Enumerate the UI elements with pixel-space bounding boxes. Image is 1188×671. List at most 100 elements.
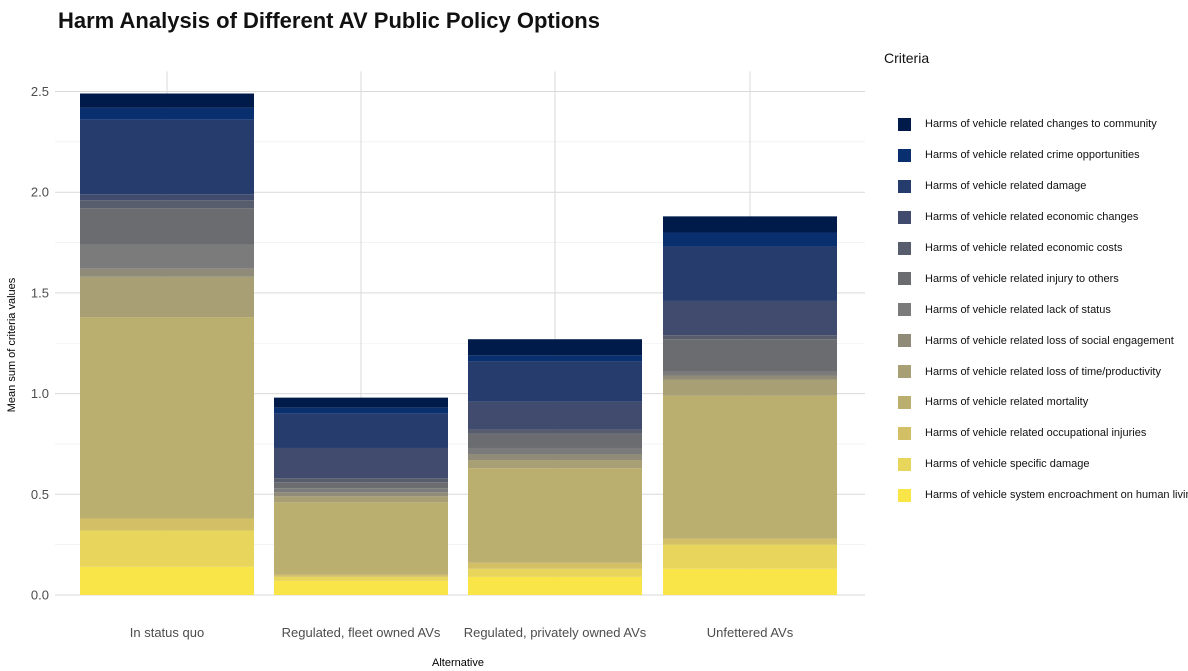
bar-segment-1-8	[274, 478, 448, 483]
legend-label: Harms of vehicle related economic costs	[925, 242, 1123, 254]
legend-item: Harms of vehicle related loss of social …	[884, 325, 1184, 356]
y-tick-label: 2.5	[31, 84, 49, 99]
bar-segment-0-4	[80, 276, 254, 318]
legend-label: Harms of vehicle related crime opportuni…	[925, 149, 1140, 162]
bar-segment-0-11	[80, 107, 254, 120]
legend-label: Harms of vehicle system encroachment on …	[925, 489, 1188, 502]
legend-swatch	[898, 365, 911, 379]
bar-segment-0-2	[80, 518, 254, 531]
bar-segment-0-3	[80, 317, 254, 519]
bar-segment-0-12	[80, 93, 254, 108]
y-tick-label: 1.0	[31, 386, 49, 401]
legend-label: Harms of vehicle related occupational in…	[925, 427, 1147, 440]
bar-segment-2-7	[468, 433, 642, 448]
bar-segment-2-10	[468, 361, 642, 402]
bar-segment-2-1	[468, 568, 642, 577]
bar-segment-1-10	[274, 413, 448, 448]
legend-swatch	[898, 117, 911, 131]
bar-segment-3-10	[663, 246, 837, 301]
legend-swatch	[898, 179, 911, 193]
y-axis-title: Mean sum of criteria values	[6, 277, 18, 412]
bar-segment-2-4	[468, 460, 642, 469]
legend-swatch	[898, 488, 911, 502]
bar-segment-2-8	[468, 429, 642, 434]
bar-segment-3-6	[663, 371, 837, 376]
legend-swatch	[898, 241, 911, 255]
bar-segment-1-2	[274, 574, 448, 577]
legend-item: Harms of vehicle related changes to comm…	[884, 109, 1184, 140]
y-tick-label: 1.5	[31, 285, 49, 300]
bar-segment-1-9	[274, 447, 448, 479]
legend-item: Harms of vehicle related mortality	[884, 387, 1184, 418]
legend-label: Harms of vehicle related economic change…	[925, 211, 1139, 224]
bar-segment-1-1	[274, 576, 448, 581]
y-tick-label: 2.0	[31, 185, 49, 200]
y-tick-label: 0.5	[31, 487, 49, 502]
stacked-bar-chart: 0.0 0.5 1.0 1.5 2.0 2.5 In status quo Regulate…	[6, 71, 865, 669]
legend-item: Harms of vehicle related damage	[884, 171, 1184, 202]
bar-segment-1-3	[274, 502, 448, 575]
legend-item: Harms of vehicle specific damage	[884, 449, 1184, 480]
legend-item: Harms of vehicle related injury to other…	[884, 263, 1184, 294]
x-axis-title: Alternative	[432, 657, 484, 669]
bar-segment-0-1	[80, 530, 254, 567]
legend-swatch	[898, 334, 911, 348]
bar-segment-2-3	[468, 468, 642, 563]
bar-segment-2-5	[468, 454, 642, 461]
legend-title: Criteria	[884, 50, 930, 66]
bar-segment-3-4	[663, 379, 837, 396]
legend-items: Harms of vehicle related changes to comm…	[884, 109, 1188, 511]
legend-swatch	[898, 426, 911, 440]
bar-segment-3-7	[663, 339, 837, 372]
legend-item: Harms of vehicle related economic change…	[884, 202, 1184, 233]
legend-swatch	[898, 457, 911, 471]
bar-segment-2-2	[468, 562, 642, 569]
legend-label: Harms of vehicle related loss of social …	[925, 334, 1174, 347]
legend-label: Harms of vehicle related loss of time/pr…	[925, 365, 1161, 378]
bar-segment-1-4	[274, 496, 448, 503]
legend-item: Harms of vehicle related loss of time/pr…	[884, 356, 1184, 387]
bar-segment-3-3	[663, 395, 837, 539]
legend-label: Harms of vehicle related lack of status	[925, 303, 1111, 316]
bar-segment-3-9	[663, 300, 837, 336]
bar-segment-0-5	[80, 268, 254, 277]
legend: Criteria Harms of vehicle related change…	[884, 50, 1188, 511]
bar-segment-0-7	[80, 208, 254, 245]
x-axis-ticks: In status quo Regulated, fleet owned AVs R…	[130, 625, 794, 640]
bars	[80, 93, 837, 595]
bar-segment-1-11	[274, 407, 448, 414]
legend-item: Harms of vehicle related crime opportuni…	[884, 140, 1184, 171]
chart-title: Harm Analysis of Different AV Public Pol…	[58, 8, 600, 33]
bar-segment-0-10	[80, 119, 254, 195]
bar-segment-2-9	[468, 401, 642, 430]
bar-segment-1-6	[274, 488, 448, 493]
legend-label: Harms of vehicle related mortality	[925, 396, 1089, 409]
bar-segment-2-12	[468, 339, 642, 356]
bar-segment-0-6	[80, 244, 254, 269]
legend-item: Harms of vehicle related economic costs	[884, 233, 1184, 264]
bar-segment-2-11	[468, 355, 642, 362]
legend-swatch	[898, 303, 911, 317]
bar-segment-3-0	[663, 568, 837, 595]
legend-label: Harms of vehicle related damage	[925, 180, 1087, 193]
legend-label: Harms of vehicle specific damage	[925, 458, 1090, 471]
bar-segment-1-0	[274, 580, 448, 595]
legend-swatch	[898, 210, 911, 224]
bar-segment-3-11	[663, 232, 837, 247]
bar-segment-1-7	[274, 482, 448, 489]
x-tick-label: Regulated, privately owned AVs	[464, 625, 647, 640]
bar-segment-2-6	[468, 447, 642, 455]
bar-segment-1-5	[274, 492, 448, 497]
bar-segment-3-12	[663, 216, 837, 233]
legend-label: Harms of vehicle related injury to other…	[925, 272, 1119, 285]
bar-segment-0-8	[80, 200, 254, 209]
x-tick-label: In status quo	[130, 625, 204, 640]
legend-swatch	[898, 148, 911, 162]
bar-segment-0-9	[80, 194, 254, 201]
legend-item: Harms of vehicle related occupational in…	[884, 418, 1184, 449]
legend-label: Harms of vehicle related changes to comm…	[925, 118, 1157, 131]
bar-segment-3-5	[663, 375, 837, 380]
y-tick-label: 0.0	[31, 588, 49, 603]
bar-segment-3-1	[663, 544, 837, 569]
bar-segment-0-0	[80, 566, 254, 595]
